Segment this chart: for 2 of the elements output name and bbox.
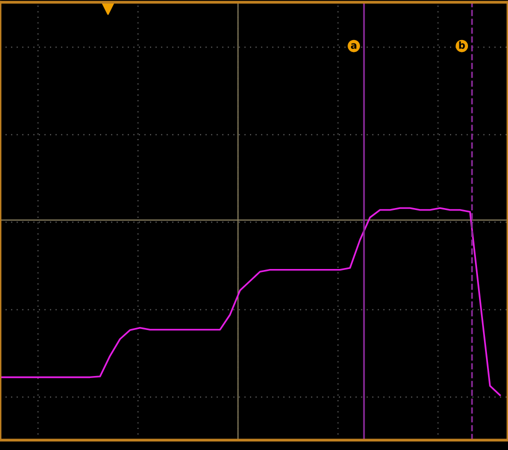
text: a [350, 43, 356, 49]
text: b [459, 41, 465, 49]
